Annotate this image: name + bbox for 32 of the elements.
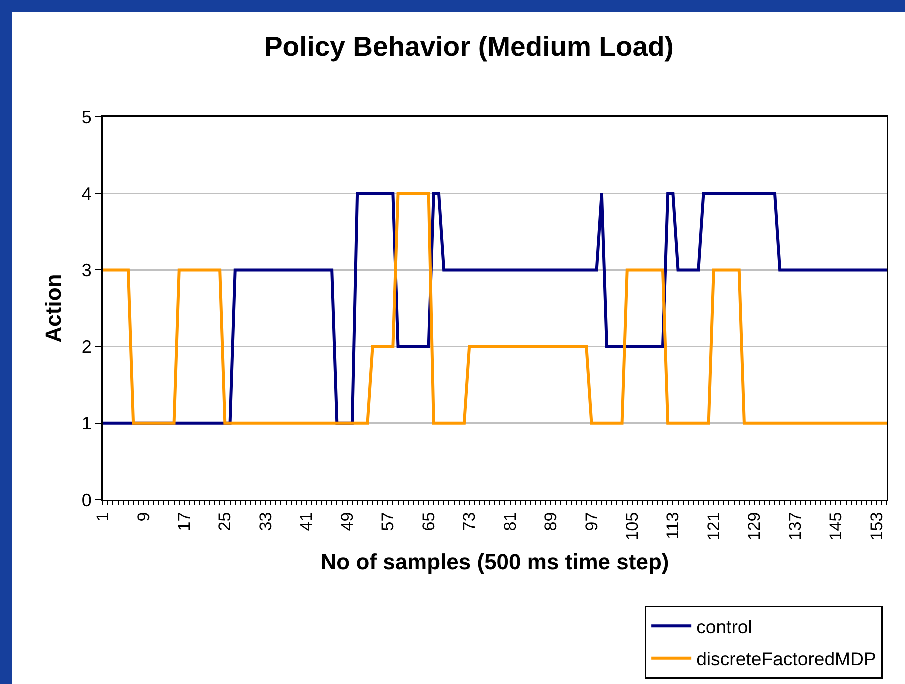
x-tick-label: 145 [826, 512, 846, 541]
x-tick-label: 81 [500, 512, 520, 532]
x-tick-label: 25 [216, 512, 235, 532]
y-tick-label: 0 [82, 490, 92, 510]
y-tick-label: 2 [82, 337, 92, 358]
x-tick-label: 9 [134, 512, 154, 522]
x-tick-label: 57 [378, 512, 398, 532]
x-axis-title: No of samples (500 ms time step) [320, 549, 670, 574]
y-tick-label: 4 [82, 184, 92, 204]
x-tick-label: 73 [460, 512, 480, 532]
x-tick-label: 65 [419, 512, 438, 532]
x-tick-label: 113 [664, 512, 683, 540]
y-tick-label: 1 [82, 414, 92, 434]
x-tick-label: 105 [622, 512, 642, 541]
chart-title: Policy Behavior (Medium Load) [264, 30, 674, 62]
x-tick-label: 17 [174, 512, 194, 532]
x-tick-label: 1 [94, 512, 113, 522]
y-tick-label: 5 [82, 107, 92, 128]
x-tick-label: 137 [786, 512, 805, 541]
legend-label: discreteFactoredMDP [696, 648, 876, 670]
y-axis-title: Action [40, 274, 66, 343]
line-series [103, 192, 887, 425]
x-tick-label: 49 [338, 512, 357, 532]
x-tick-label: 153 [867, 512, 886, 541]
legend-label: control [696, 616, 752, 638]
x-tick-label: 121 [704, 512, 724, 541]
x-tick-label: 33 [256, 512, 276, 532]
x-tick-label: 41 [297, 512, 316, 532]
x-tick-label: 89 [542, 512, 561, 532]
x-tick-label: 97 [582, 512, 602, 532]
y-tick-label: 3 [82, 260, 92, 280]
x-tick-label: 129 [745, 512, 764, 541]
